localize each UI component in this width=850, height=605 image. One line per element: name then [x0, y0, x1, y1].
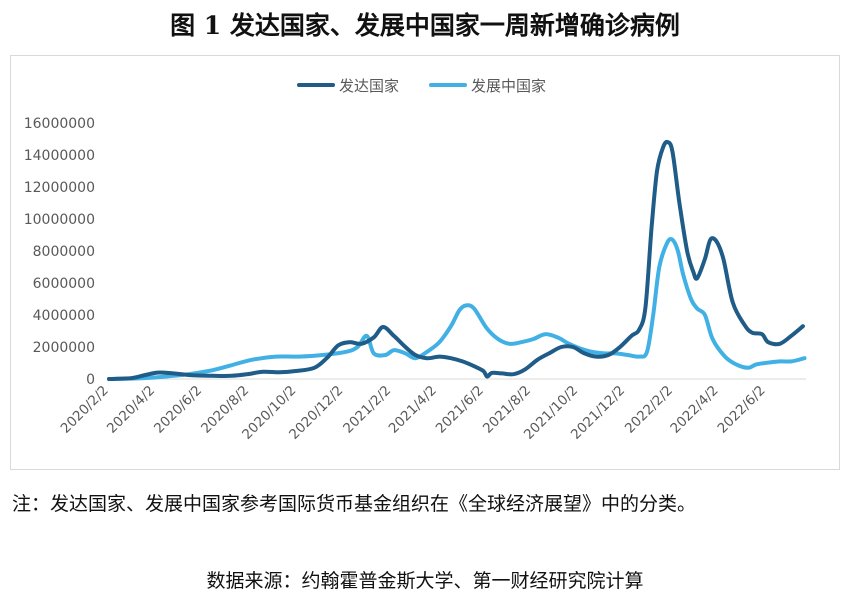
- y-tick-label: 14000000: [24, 148, 95, 164]
- x-tick-label: 2021/2/2: [340, 383, 394, 437]
- legend-label: 发展中国家: [471, 77, 546, 95]
- legend-label: 发达国家: [339, 77, 399, 95]
- x-tick-label: 2021/6/2: [433, 383, 487, 437]
- figure-title: 图 1 发达国家、发展中国家一周新增确诊病例: [170, 11, 680, 40]
- chart-frame: 0 2000000 4000000 6000000 8000000 10000000 120…: [10, 55, 840, 470]
- x-tick-label: 2020/4/2: [104, 383, 158, 437]
- series-line-developed: [107, 139, 805, 381]
- y-tick-label: 2000000: [33, 340, 95, 356]
- x-tick-label: 2020/2/2: [58, 383, 112, 437]
- x-tick-label: 2022/4/2: [667, 383, 721, 437]
- y-tick-label: 6000000: [33, 276, 95, 292]
- x-tick-label: 2020/6/2: [151, 383, 205, 437]
- x-tick-label: 2022/6/2: [714, 383, 768, 437]
- data-source: 数据来源：约翰霍普金斯大学、第一财经研究院计算: [206, 570, 644, 592]
- x-tick-label: 2022/2/2: [622, 383, 676, 437]
- y-tick-label: 16000000: [24, 116, 95, 132]
- x-tick-label: 2021/4/2: [386, 383, 440, 437]
- y-tick-label: 0: [86, 372, 95, 388]
- y-tick-label: 4000000: [33, 308, 95, 324]
- line-chart: 0 2000000 4000000 6000000 8000000 10000000 120…: [24, 77, 807, 443]
- figure-note: 注：发达国家、发展中国家参考国际货币基金组织在《全球经济展望》中的分类。: [12, 493, 697, 515]
- y-tick-label: 10000000: [24, 212, 95, 228]
- y-tick-label: 12000000: [24, 180, 95, 196]
- y-tick-label: 8000000: [33, 244, 95, 260]
